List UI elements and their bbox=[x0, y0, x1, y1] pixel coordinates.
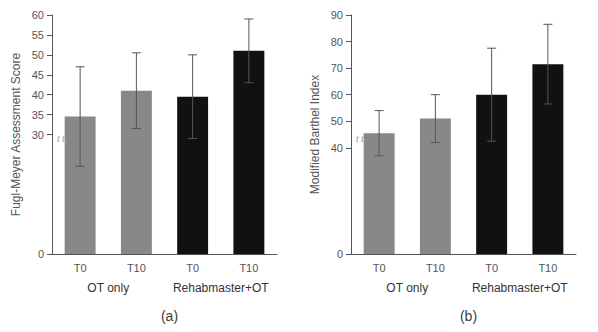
svg-text:60: 60 bbox=[32, 9, 44, 21]
svg-text:45: 45 bbox=[32, 69, 44, 81]
svg-text:80: 80 bbox=[331, 36, 343, 48]
svg-text:OT only: OT only bbox=[386, 281, 428, 295]
svg-text:T10: T10 bbox=[538, 262, 557, 274]
svg-text:55: 55 bbox=[32, 29, 44, 41]
svg-text:OT only: OT only bbox=[87, 281, 129, 295]
svg-text:T0: T0 bbox=[186, 262, 199, 274]
svg-text:50: 50 bbox=[331, 115, 343, 127]
svg-text:T10: T10 bbox=[426, 262, 445, 274]
svg-text:T0: T0 bbox=[485, 262, 498, 274]
svg-text:40: 40 bbox=[331, 142, 343, 154]
svg-text:30: 30 bbox=[32, 129, 44, 141]
svg-text:(a): (a) bbox=[161, 308, 178, 324]
svg-text:T10: T10 bbox=[239, 262, 258, 274]
svg-text:Rehabmaster+OT: Rehabmaster+OT bbox=[472, 281, 568, 295]
svg-text:90: 90 bbox=[331, 9, 343, 21]
svg-text:Modified Barthel Index: Modified Barthel Index bbox=[308, 75, 322, 194]
svg-text:T10: T10 bbox=[127, 262, 146, 274]
svg-text:60: 60 bbox=[331, 89, 343, 101]
svg-text:0: 0 bbox=[38, 248, 44, 260]
svg-text:T0: T0 bbox=[74, 262, 87, 274]
svg-text:35: 35 bbox=[32, 109, 44, 121]
svg-text:40: 40 bbox=[32, 89, 44, 101]
svg-text:50: 50 bbox=[32, 49, 44, 61]
svg-text:t t: t t bbox=[356, 134, 364, 144]
svg-text:Fugl-Meyer Assessment Score: Fugl-Meyer Assessment Score bbox=[9, 52, 23, 216]
svg-text:0: 0 bbox=[337, 248, 343, 260]
svg-text:t t: t t bbox=[57, 134, 65, 144]
svg-text:T0: T0 bbox=[373, 262, 386, 274]
svg-text:Rehabmaster+OT: Rehabmaster+OT bbox=[173, 281, 269, 295]
svg-text:(b): (b) bbox=[460, 308, 477, 324]
svg-text:70: 70 bbox=[331, 62, 343, 74]
